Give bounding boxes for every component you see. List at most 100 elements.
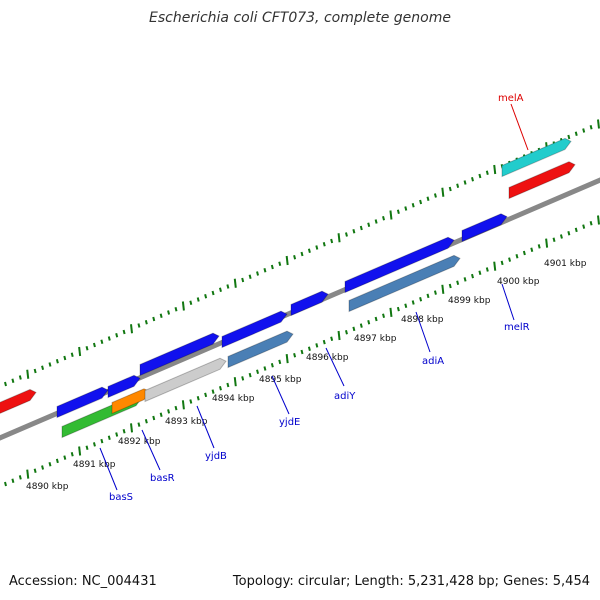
kbp-label: 4894 kbp	[212, 394, 255, 404]
outer-tick	[233, 278, 237, 288]
inner-tick	[107, 435, 111, 441]
outer-tick	[256, 271, 259, 276]
outer-tick	[263, 268, 267, 273]
outer-tick	[189, 300, 193, 305]
outer-tick	[204, 294, 208, 299]
gene-labels[interactable]: melA melR adiA adiY yjdE yjdB basR basS	[99, 93, 530, 503]
gene-feature-arrow[interactable]	[508, 161, 576, 200]
inner-tick	[196, 395, 200, 401]
gene-leader-line	[325, 347, 345, 387]
inner-tick	[233, 377, 237, 387]
outer-tick	[122, 329, 126, 335]
gene-label-adiA[interactable]: adiA	[422, 356, 444, 367]
kbp-label: 4891 kbp	[73, 460, 116, 470]
outer-tick	[218, 287, 222, 292]
gene-label-melA[interactable]: melA	[498, 93, 524, 104]
gene-feature-arrow[interactable]	[227, 330, 294, 369]
inner-tick	[115, 432, 119, 437]
outer-tick	[70, 352, 74, 357]
outer-tick	[115, 333, 119, 338]
outer-tick	[493, 164, 497, 175]
inner-tick	[285, 353, 289, 364]
inner-tick	[530, 247, 534, 252]
gene-features[interactable]	[0, 137, 576, 439]
outer-tick	[300, 251, 304, 257]
gene-feature-arrow[interactable]	[144, 357, 227, 403]
outer-tick	[441, 187, 445, 197]
inner-tick	[85, 445, 89, 450]
outer-tick-track	[4, 119, 600, 387]
outer-tick	[211, 290, 215, 296]
inner-tick	[493, 261, 497, 271]
gene-feature-arrow[interactable]	[290, 290, 329, 317]
outer-tick	[352, 229, 356, 234]
outer-tick	[389, 210, 393, 220]
outer-tick	[359, 225, 363, 231]
inner-tick	[144, 419, 148, 424]
outer-tick	[582, 128, 586, 133]
inner-tick	[11, 478, 15, 483]
gene-feature-arrow[interactable]	[348, 254, 461, 313]
inner-tick	[218, 386, 222, 391]
outer-tick	[589, 125, 593, 130]
outer-tick	[345, 232, 348, 237]
kbp-label: 4901 kbp	[544, 259, 587, 269]
outer-tick	[11, 378, 15, 383]
gene-label-basR[interactable]: basR	[150, 473, 175, 484]
inner-tick	[574, 227, 578, 233]
gene-label-yjdE[interactable]: yjdE	[279, 417, 300, 428]
outer-tick	[426, 196, 430, 201]
outer-tick	[337, 233, 341, 243]
outer-tick	[597, 119, 600, 129]
gene-leader-line	[271, 375, 290, 415]
inner-tick	[270, 362, 274, 368]
inner-tick-track	[4, 215, 600, 487]
outer-tick	[471, 177, 474, 182]
inner-tick	[4, 481, 7, 487]
inner-tick	[522, 250, 526, 256]
outer-tick	[270, 264, 274, 270]
outer-tick	[322, 242, 326, 247]
inner-tick	[55, 458, 59, 464]
map-title: Escherichia coli CFT073, complete genome	[149, 10, 451, 26]
inner-tick	[315, 343, 319, 348]
outer-tick	[130, 324, 134, 334]
outer-tick	[285, 255, 289, 266]
gene-feature-arrow[interactable]	[0, 388, 37, 415]
inner-tick	[419, 296, 423, 302]
gene-feature-arrow[interactable]	[501, 137, 572, 178]
outer-tick	[448, 186, 452, 192]
gene-label-adiY[interactable]: adiY	[334, 391, 356, 402]
gene-label-basS[interactable]: basS	[109, 492, 133, 503]
outer-tick	[478, 173, 482, 179]
gene-feature-arrow[interactable]	[107, 374, 141, 399]
gene-label-yjdB[interactable]: yjdB	[205, 451, 227, 462]
outer-tick	[367, 222, 371, 227]
inner-tick	[374, 316, 378, 322]
outer-tick	[411, 203, 415, 208]
outer-tick	[567, 134, 571, 140]
outer-tick	[419, 199, 423, 205]
outer-tick	[307, 248, 311, 253]
kbp-label: 4899 kbp	[448, 296, 491, 306]
gene-feature-arrow[interactable]	[56, 386, 109, 419]
gene-leader-line	[415, 311, 431, 353]
outer-tick	[33, 368, 37, 374]
gene-leader-line	[196, 405, 215, 449]
outer-tick	[374, 219, 378, 224]
outer-tick	[574, 131, 578, 136]
inner-tick	[448, 283, 452, 289]
gene-feature-arrow[interactable]	[139, 332, 220, 377]
kbp-label: 4893 kbp	[165, 417, 208, 427]
gene-label-melR[interactable]: melR	[504, 322, 530, 333]
outer-tick	[107, 336, 111, 341]
outer-tick	[330, 238, 334, 244]
gene-feature-arrow[interactable]	[344, 236, 455, 294]
gene-feature-arrow[interactable]	[461, 213, 508, 243]
inner-tick	[100, 438, 104, 444]
outer-tick	[196, 297, 200, 302]
outer-tick	[248, 274, 252, 279]
inner-tick	[70, 452, 74, 457]
gene-feature-arrow[interactable]	[221, 310, 288, 349]
